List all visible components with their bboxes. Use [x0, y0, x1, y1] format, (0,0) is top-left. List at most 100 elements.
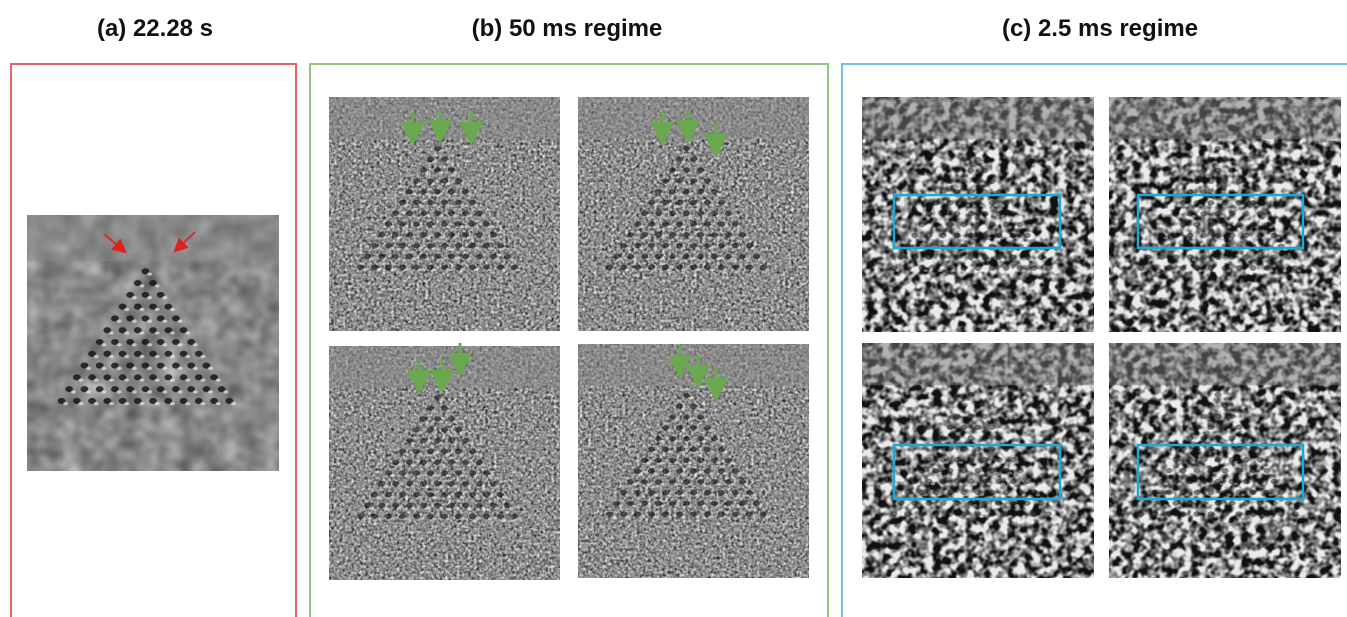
- atom-halo: [902, 504, 907, 507]
- atom-halo: [453, 442, 458, 445]
- atom-halo: [994, 204, 999, 207]
- atom-halo: [1199, 226, 1204, 229]
- atom-halo: [86, 390, 91, 393]
- atom-halo: [474, 452, 479, 455]
- atom-halo: [170, 308, 175, 311]
- atom-halo: [667, 515, 672, 518]
- atom-halo: [923, 515, 928, 518]
- atom-halo: [404, 517, 409, 520]
- atom-halo: [1248, 482, 1253, 485]
- atom-halo: [716, 461, 721, 464]
- atom-halo: [1177, 461, 1182, 464]
- atom-halo: [681, 494, 686, 497]
- atom-halo: [667, 450, 672, 453]
- atom-halo: [1227, 450, 1232, 453]
- atom-halo: [959, 439, 964, 442]
- atom-halo: [200, 402, 205, 405]
- atom-halo: [509, 257, 514, 260]
- atom-halo: [1022, 493, 1027, 496]
- atom-halo: [1248, 439, 1253, 442]
- atom-halo: [1241, 515, 1246, 518]
- vacuum: [862, 97, 1094, 139]
- atom-halo: [139, 331, 144, 334]
- atom-halo: [460, 268, 465, 271]
- atom-halo: [1199, 204, 1204, 207]
- atom-halo: [987, 236, 992, 239]
- atom-halo: [467, 214, 472, 217]
- atom-halo: [1163, 236, 1168, 239]
- atom-halo: [147, 343, 152, 346]
- atom-halo: [132, 343, 137, 346]
- atom-halo: [139, 355, 144, 358]
- atom-halo: [124, 355, 129, 358]
- atom-halo: [178, 320, 183, 323]
- atom-halo: [390, 247, 395, 250]
- atom-halo: [1149, 504, 1154, 507]
- atom-halo: [653, 225, 658, 228]
- atom-halo: [1199, 493, 1204, 496]
- atom-halo: [980, 428, 985, 431]
- atom-halo: [959, 461, 964, 464]
- atom-halo: [688, 214, 693, 217]
- atom-halo: [667, 472, 672, 475]
- atom-halo: [516, 517, 521, 520]
- atom-halo: [432, 409, 437, 412]
- atom-halo: [404, 247, 409, 250]
- atom-halo: [632, 504, 637, 507]
- atom-halo: [695, 182, 700, 185]
- atom-halo: [453, 236, 458, 239]
- atom-halo: [695, 247, 700, 250]
- atom-halo: [200, 355, 205, 358]
- atom-halo: [632, 236, 637, 239]
- atom-halo: [467, 236, 472, 239]
- atom-halo: [1142, 269, 1147, 272]
- vacuum: [578, 344, 809, 386]
- atom-halo: [1297, 515, 1302, 518]
- atom-halo: [439, 149, 444, 152]
- atom-halo: [1191, 504, 1196, 507]
- atom-halo: [730, 504, 735, 507]
- atom-halo: [674, 418, 679, 421]
- atom-halo: [109, 378, 114, 381]
- atom-halo: [467, 442, 472, 445]
- atom-halo: [1036, 515, 1041, 518]
- atom-halo: [980, 204, 985, 207]
- atom-halo: [1255, 269, 1260, 272]
- atom-halo: [446, 431, 451, 434]
- atom-halo: [667, 429, 672, 432]
- atom-halo: [674, 193, 679, 196]
- atom-halo: [446, 474, 451, 477]
- atom-halo: [1248, 215, 1253, 218]
- atom-halo: [1206, 417, 1211, 420]
- atom-halo: [916, 504, 921, 507]
- atom-halo: [952, 182, 957, 185]
- atom-halo: [1213, 204, 1218, 207]
- atom-halo: [383, 506, 388, 509]
- vacuum: [1109, 343, 1341, 385]
- atom-halo: [959, 504, 964, 507]
- atom-halo: [439, 420, 444, 423]
- atom-halo: [702, 257, 707, 260]
- images: [27, 97, 1341, 580]
- atom-halo: [432, 203, 437, 206]
- atom-halo: [467, 193, 472, 196]
- atom-halo: [467, 257, 472, 260]
- atom-halo: [162, 390, 167, 393]
- atom-halo: [688, 236, 693, 239]
- atom-halo: [132, 320, 137, 323]
- atom-halo: [439, 214, 444, 217]
- atom-halo: [944, 461, 949, 464]
- atom-halo: [952, 515, 957, 518]
- atom-halo: [1276, 258, 1281, 261]
- atom-halo: [147, 296, 152, 299]
- atom-halo: [1008, 450, 1013, 453]
- atom-halo: [930, 482, 935, 485]
- figure: (a) 22.28 s (b) 50 ms regime (c) 2.5 ms …: [0, 0, 1347, 617]
- atom-halo: [709, 450, 714, 453]
- atom-halo: [723, 247, 728, 250]
- atom-halo: [702, 440, 707, 443]
- atom-halo: [432, 431, 437, 434]
- atom-halo: [132, 367, 137, 370]
- vacuum: [27, 215, 279, 261]
- atom-halo: [460, 225, 465, 228]
